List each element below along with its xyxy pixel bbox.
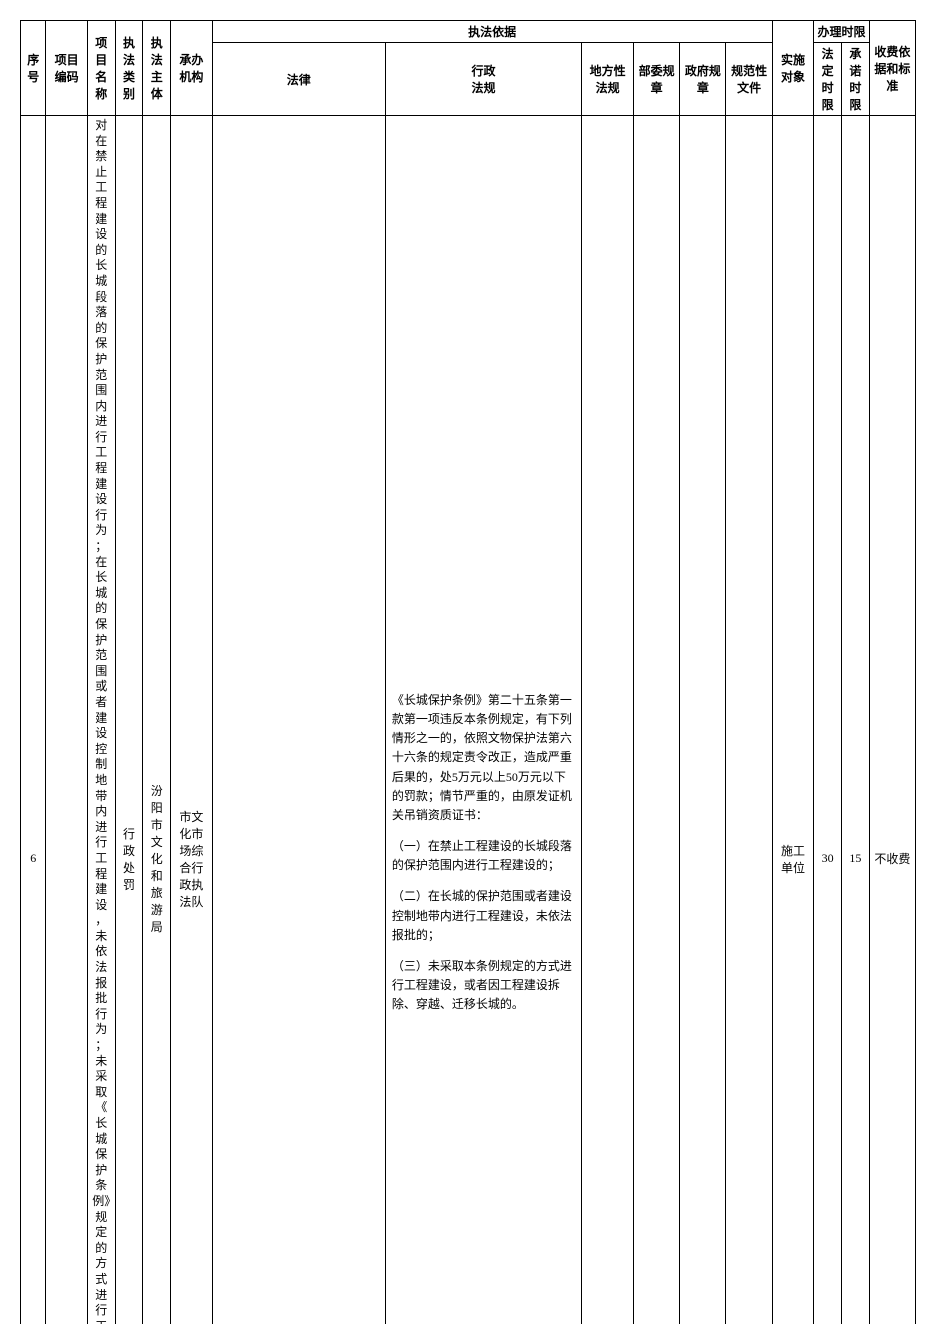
cell-law <box>212 116 385 1324</box>
header-admin-reg: 行政 法规 <box>385 43 581 116</box>
cell-org: 市文化市场综合行政执法队 <box>171 116 213 1324</box>
header-row-1: 序号 项目编码 项目名称 执法类别 执法主体 承办机构 执法依据 实施对象 办理… <box>21 21 916 43</box>
cell-seq: 6 <box>21 116 46 1324</box>
cell-law-type: 行政处罚 <box>115 116 143 1324</box>
header-basis: 执法依据 <box>212 21 772 43</box>
reg-para-4: （三）未采取本条例规定的方式进行工程建设，或者因工程建设拆除、穿越、迁移长城的。 <box>392 957 575 1015</box>
cell-fee: 不收费 <box>869 116 915 1324</box>
header-law-type: 执法类别 <box>115 21 143 116</box>
cell-norm-doc <box>726 116 772 1324</box>
header-gov-rule: 政府规章 <box>680 43 726 116</box>
header-legal-time: 法定时限 <box>814 43 842 116</box>
enforcement-table: 序号 项目编码 项目名称 执法类别 执法主体 承办机构 执法依据 实施对象 办理… <box>20 20 916 1324</box>
header-law-subject: 执法主体 <box>143 21 171 116</box>
table-row: 6 对在禁止工程建设的长城段落的保护范围内进行工程建设行为；在长城的保护范围或者… <box>21 116 916 1324</box>
cell-dept-rule <box>634 116 680 1324</box>
cell-proj-code <box>46 116 88 1324</box>
cell-admin-reg: 《长城保护条例》第二十五条第一款第一项违反本条例规定，有下列情形之一的，依照文物… <box>385 116 581 1324</box>
header-fee: 收费依据和标准 <box>869 21 915 116</box>
header-seq: 序号 <box>21 21 46 116</box>
header-law: 法律 <box>212 43 385 116</box>
cell-proj-name: 对在禁止工程建设的长城段落的保护范围内进行工程建设行为；在长城的保护范围或者建设… <box>87 116 115 1324</box>
cell-gov-rule <box>680 116 726 1324</box>
cell-local-reg <box>582 116 634 1324</box>
header-norm-doc: 规范性文件 <box>726 43 772 116</box>
cell-law-subject: 汾阳市文化和旅游局 <box>143 116 171 1324</box>
cell-target: 施工单位 <box>772 116 814 1324</box>
header-promise-time: 承诺时限 <box>841 43 869 116</box>
reg-para-3: （二）在长城的保护范围或者建设控制地带内进行工程建设，未依法报批的； <box>392 887 575 945</box>
header-dept-rule: 部委规章 <box>634 43 680 116</box>
cell-promise-time: 15 <box>841 116 869 1324</box>
header-org: 承办机构 <box>171 21 213 116</box>
cell-legal-time: 30 <box>814 116 842 1324</box>
header-local-reg: 地方性法规 <box>582 43 634 116</box>
reg-para-1: 《长城保护条例》第二十五条第一款第一项违反本条例规定，有下列情形之一的，依照文物… <box>392 691 575 825</box>
header-proj-code: 项目编码 <box>46 21 88 116</box>
header-proj-name: 项目名称 <box>87 21 115 116</box>
reg-para-2: （一）在禁止工程建设的长城段落的保护范围内进行工程建设的； <box>392 837 575 875</box>
header-target: 实施对象 <box>772 21 814 116</box>
header-time-limit: 办理时限 <box>814 21 869 43</box>
